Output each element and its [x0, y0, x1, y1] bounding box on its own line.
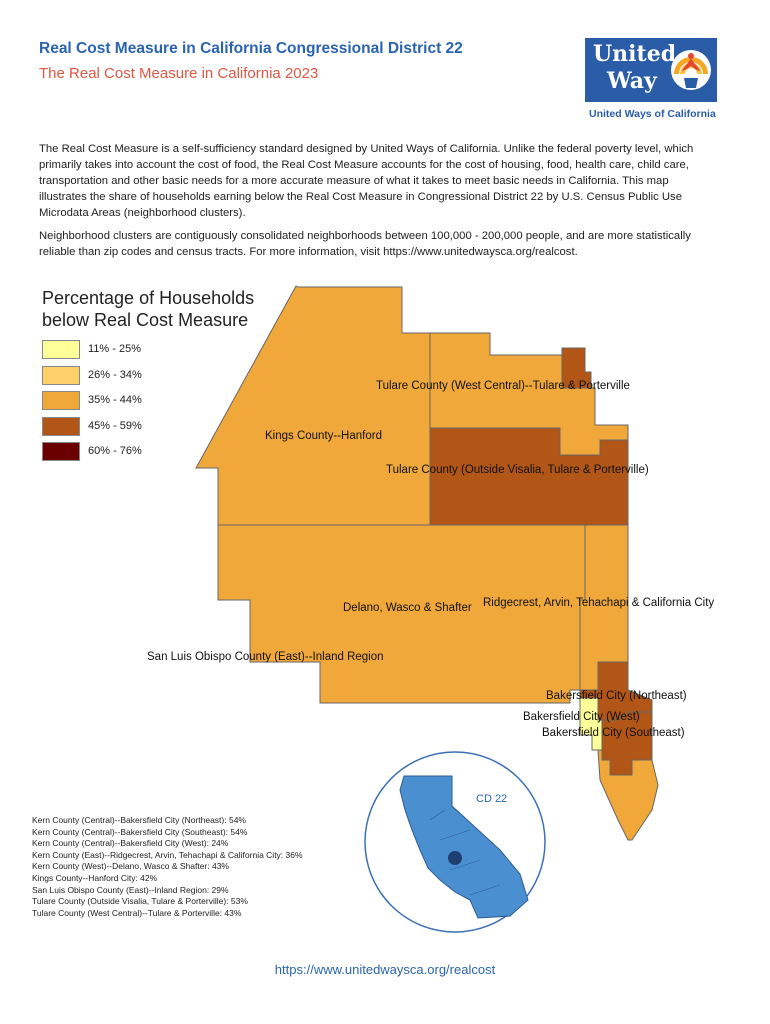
region-delano-slo: [217, 524, 586, 704]
region-label-tulare-outside: Tulare County (Outside Visalia, Tulare &…: [386, 464, 649, 476]
page-subtitle: The Real Cost Measure in California 2023: [39, 65, 319, 82]
region-label-bakersfield-west: Bakersfield City (West): [523, 711, 640, 723]
inset-district-marker: [448, 851, 462, 865]
stat-line: Kern County (Central)--Bakersfield City …: [32, 838, 229, 849]
stat-line: Tulare County (West Central)--Tulare & P…: [32, 907, 242, 918]
legend-label: 11% - 25%: [88, 343, 141, 355]
region-label-slo-east: San Luis Obispo County (East)--Inland Re…: [147, 651, 384, 663]
legend-label: 45% - 59%: [88, 419, 142, 432]
stat-line: Kern County (East)--Ridgecrest, Arvin, T…: [32, 849, 303, 860]
inset-district-label: CD 22: [476, 793, 508, 805]
logo-sun-hand-icon: [671, 50, 711, 90]
stat-line: Kern County (Central)--Bakersfield City …: [32, 815, 246, 825]
region-label-delano: Delano, Wasco & Shafter: [343, 602, 472, 614]
logo-caption: United Ways of California: [589, 108, 716, 120]
stat-line: Kern County (West)--Delano, Wasco & Shaf…: [32, 861, 229, 872]
legend-swatch: [42, 340, 80, 359]
logo-word-way: Way: [607, 68, 657, 94]
inset-california-map: [364, 751, 546, 933]
region-label-bakersfield-southeast: Bakersfield City (Southeast): [542, 727, 685, 739]
legend-label: 60% - 76%: [88, 445, 142, 457]
region-label-bakersfield-northeast: Bakersfield City (Northeast): [546, 690, 687, 702]
legend-label: 35% - 44%: [88, 394, 142, 406]
legend-swatch: [42, 442, 80, 461]
legend-swatch: [42, 416, 80, 436]
legend-swatch: [42, 365, 80, 385]
logo-word-united: United: [593, 41, 677, 67]
region-label-ridgecrest: Ridgecrest, Arvin, Tehachapi & Californi…: [483, 597, 715, 609]
stat-line: Tulare County (Outside Visalia, Tulare &…: [32, 896, 248, 907]
stat-line: San Luis Obispo County (East)--Inland Re…: [32, 884, 229, 895]
intro-text: The Real Cost Measure is a self-sufficie…: [39, 141, 719, 267]
intro-paragraph-2: Neighborhood clusters are contiguously c…: [39, 230, 691, 258]
legend-label: 26% - 34%: [88, 368, 142, 381]
stat-line: Kings County--Hanford City: 42%: [32, 872, 158, 883]
region-tulare-north-tip: [561, 347, 592, 389]
legend-title: Percentage of Households below Real Cost…: [42, 288, 255, 330]
stat-line: Kern County (Central)--Bakersfield City …: [32, 826, 248, 837]
footer-link[interactable]: https://www.unitedwaysca.org/realcost: [274, 962, 496, 977]
page-title: Real Cost Measure in California Congress…: [39, 40, 463, 57]
region-label-tulare-west-central: Tulare County (West Central)--Tulare & P…: [376, 380, 630, 392]
region-south-kern: [597, 749, 659, 841]
stats-list: Kern County (Central)--Bakersfield City …: [32, 815, 303, 919]
region-label-kings-county: Kings County--Hanford: [265, 430, 382, 442]
intro-paragraph-1: The Real Cost Measure is a self-sufficie…: [39, 143, 694, 219]
inset-state-shape: [399, 775, 529, 919]
legend-swatch: [42, 391, 80, 410]
united-way-logo: United Way: [585, 38, 717, 102]
